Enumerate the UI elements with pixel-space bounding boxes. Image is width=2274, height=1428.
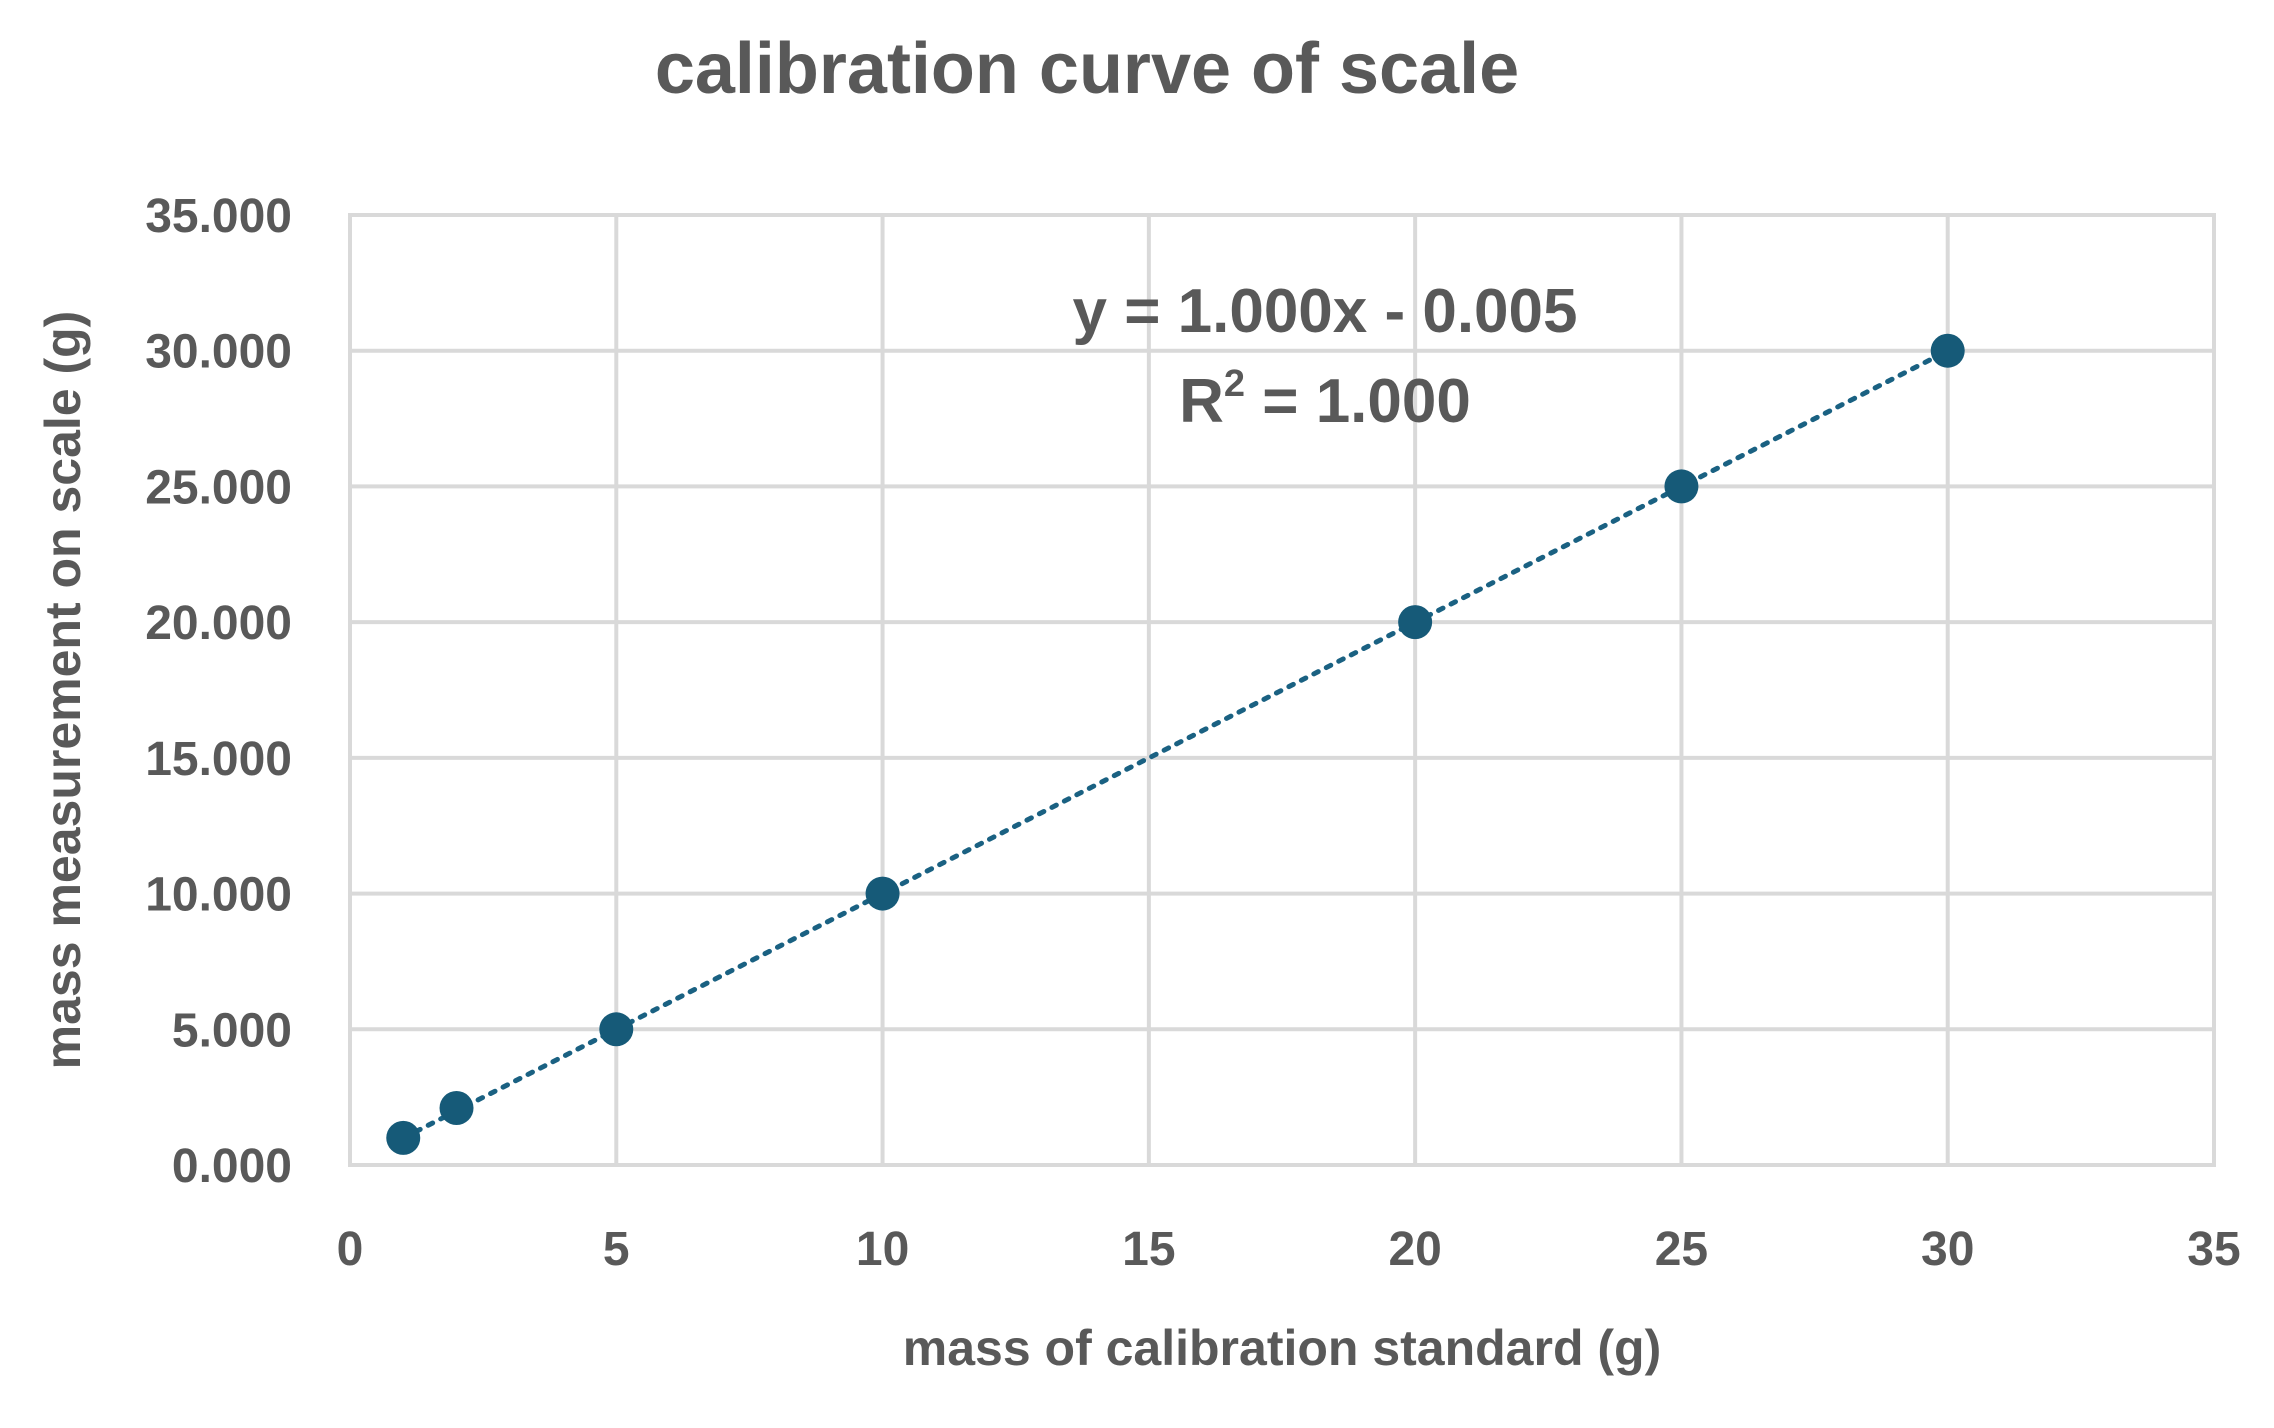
data-point-1 [439, 1091, 474, 1125]
trendline-equation: y = 1.000x - 0.005 [1072, 277, 1577, 346]
y-axis-title: mass measurement on scale (g) [35, 311, 91, 1070]
chart-title: calibration curve of scale [655, 29, 1519, 109]
r-squared-symbol: R [1179, 367, 1224, 436]
x-tick-label-1: 5 [603, 1223, 630, 1276]
y-tick-label-5: 25.000 [145, 461, 292, 514]
r-squared-value: = 1.000 [1245, 367, 1471, 436]
x-tick-label-5: 25 [1655, 1223, 1708, 1276]
plot-area-frame [348, 213, 2216, 1167]
x-tick-label-7: 35 [2187, 1223, 2240, 1276]
data-point-3 [865, 876, 900, 911]
x-tick-label-3: 15 [1122, 1223, 1175, 1276]
x-tick-label-0: 0 [337, 1223, 364, 1276]
data-point-2 [599, 1012, 634, 1047]
y-tick-label-0: 0.000 [172, 1140, 292, 1193]
r-squared-superscript: 2 [1224, 363, 1245, 405]
y-tick-label-3: 15.000 [145, 733, 292, 786]
y-axis-ticks: 0.000 5.000 10.000 15.000 20.000 25.000 30.000… [145, 190, 292, 1193]
x-axis-title: mass of calibration standard (g) [903, 1320, 1661, 1376]
data-point-0 [386, 1120, 421, 1155]
y-tick-label-4: 20.000 [145, 597, 292, 650]
y-tick-label-7: 35.000 [145, 190, 292, 243]
x-tick-label-6: 30 [1921, 1223, 1974, 1276]
x-tick-label-4: 20 [1388, 1223, 1441, 1276]
data-point-6 [1930, 333, 1965, 368]
r-squared-label: R2 = 1.000 [1179, 363, 1471, 436]
x-tick-label-2: 10 [856, 1223, 909, 1276]
data-points [386, 333, 1965, 1155]
data-point-4 [1398, 605, 1433, 640]
y-tick-label-1: 5.000 [172, 1004, 292, 1057]
y-tick-label-2: 10.000 [145, 869, 292, 922]
y-tick-label-6: 30.000 [145, 326, 292, 379]
data-point-5 [1664, 469, 1699, 504]
x-axis-ticks: 0 5 10 15 20 25 30 35 [337, 1223, 2241, 1276]
